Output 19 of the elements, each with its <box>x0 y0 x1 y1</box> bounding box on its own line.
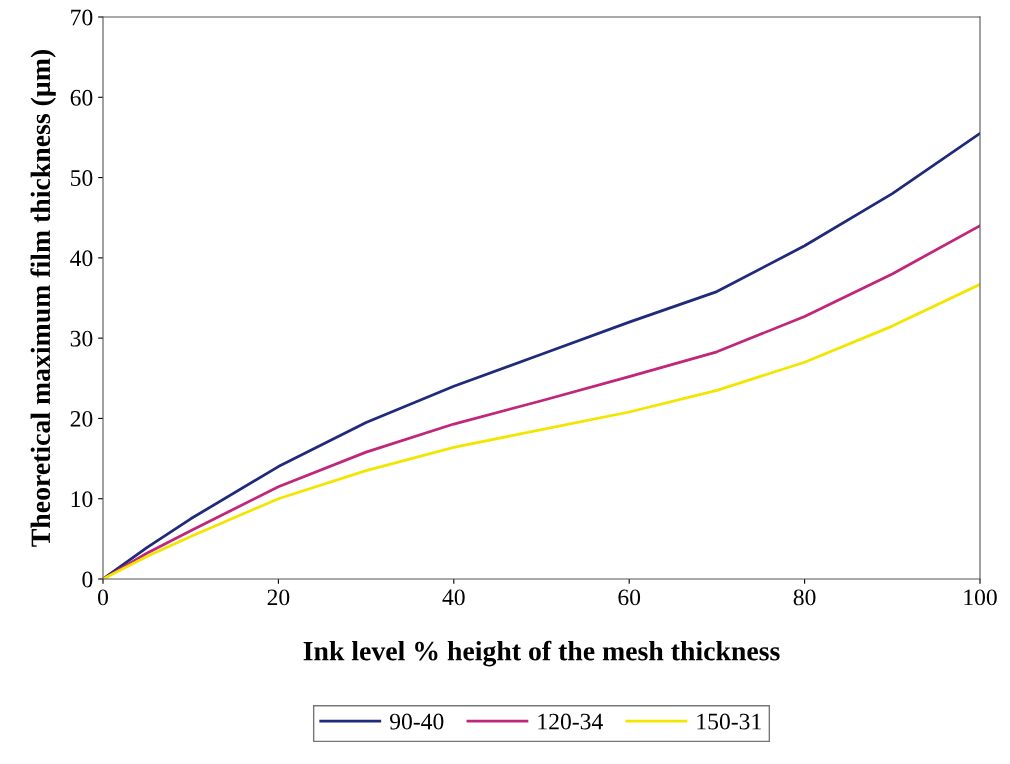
y-tick-label: 70 <box>71 9 93 26</box>
y-axis-title: Theoretical maximum film thickness (µm) <box>30 49 56 547</box>
legend-label: 90-40 <box>389 713 444 730</box>
legend-label: 120-34 <box>538 713 603 730</box>
y-tick-label: 0 <box>82 571 93 588</box>
y-tick-label: 50 <box>71 170 93 186</box>
x-axis-title: Ink level % height of the mesh thickness <box>303 640 780 667</box>
y-tick-label: 30 <box>70 330 93 347</box>
x-tick-label: 20 <box>267 589 290 606</box>
y-tick-label: 10 <box>71 491 93 508</box>
y-tick-label: 60 <box>70 89 93 106</box>
x-tick-label: 40 <box>442 589 465 606</box>
x-tick-label: 60 <box>618 589 641 606</box>
x-tick-label: 100 <box>964 589 997 606</box>
legend-label: 150-31 <box>697 713 761 730</box>
x-tick-label: 80 <box>793 589 816 606</box>
y-tick-label: 20 <box>70 410 93 427</box>
y-tick-label: 40 <box>70 250 93 267</box>
x-tick-label: 0 <box>98 589 108 606</box>
